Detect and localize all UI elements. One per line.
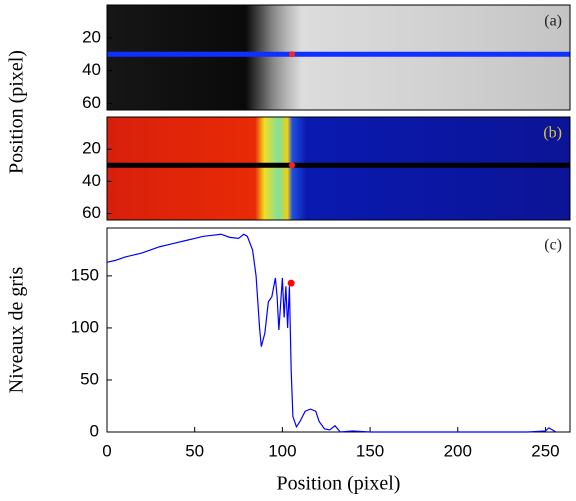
y-tick-label: 40 [82, 60, 101, 79]
x-tick-label: 50 [185, 441, 204, 460]
panel-label: (c) [544, 237, 562, 254]
x-tick-label: 100 [268, 441, 296, 460]
profile-point [289, 51, 296, 58]
profile-point [287, 279, 295, 287]
y-tick-label: 150 [71, 265, 99, 284]
y-tick-label: 40 [82, 171, 101, 190]
y-axis-label: Niveaux de gris [6, 266, 28, 393]
y-tick-label: 60 [82, 203, 101, 222]
frame [106, 227, 571, 433]
y-tick-label: 60 [82, 93, 101, 112]
y-axis-label: Position (pixel) [6, 50, 28, 174]
x-tick-label: 200 [444, 441, 472, 460]
y-tick-label: 20 [82, 27, 101, 46]
y-tick-label: 50 [80, 369, 99, 388]
panel-label: (b) [543, 125, 562, 142]
profile-line [106, 233, 557, 433]
frame [106, 116, 571, 221]
panel-label: (a) [544, 13, 562, 30]
image [107, 117, 570, 220]
y-tick-label: 20 [82, 139, 101, 158]
x-axis-label: Position (pixel) [277, 473, 401, 495]
y-tick-label: 0 [90, 421, 99, 440]
x-tick-label: 250 [531, 441, 559, 460]
frame [106, 4, 571, 111]
x-tick-label: 0 [102, 441, 111, 460]
image [107, 5, 570, 110]
y-tick-label: 100 [71, 317, 99, 336]
x-tick-label: 150 [356, 441, 384, 460]
profile-point [289, 162, 296, 169]
